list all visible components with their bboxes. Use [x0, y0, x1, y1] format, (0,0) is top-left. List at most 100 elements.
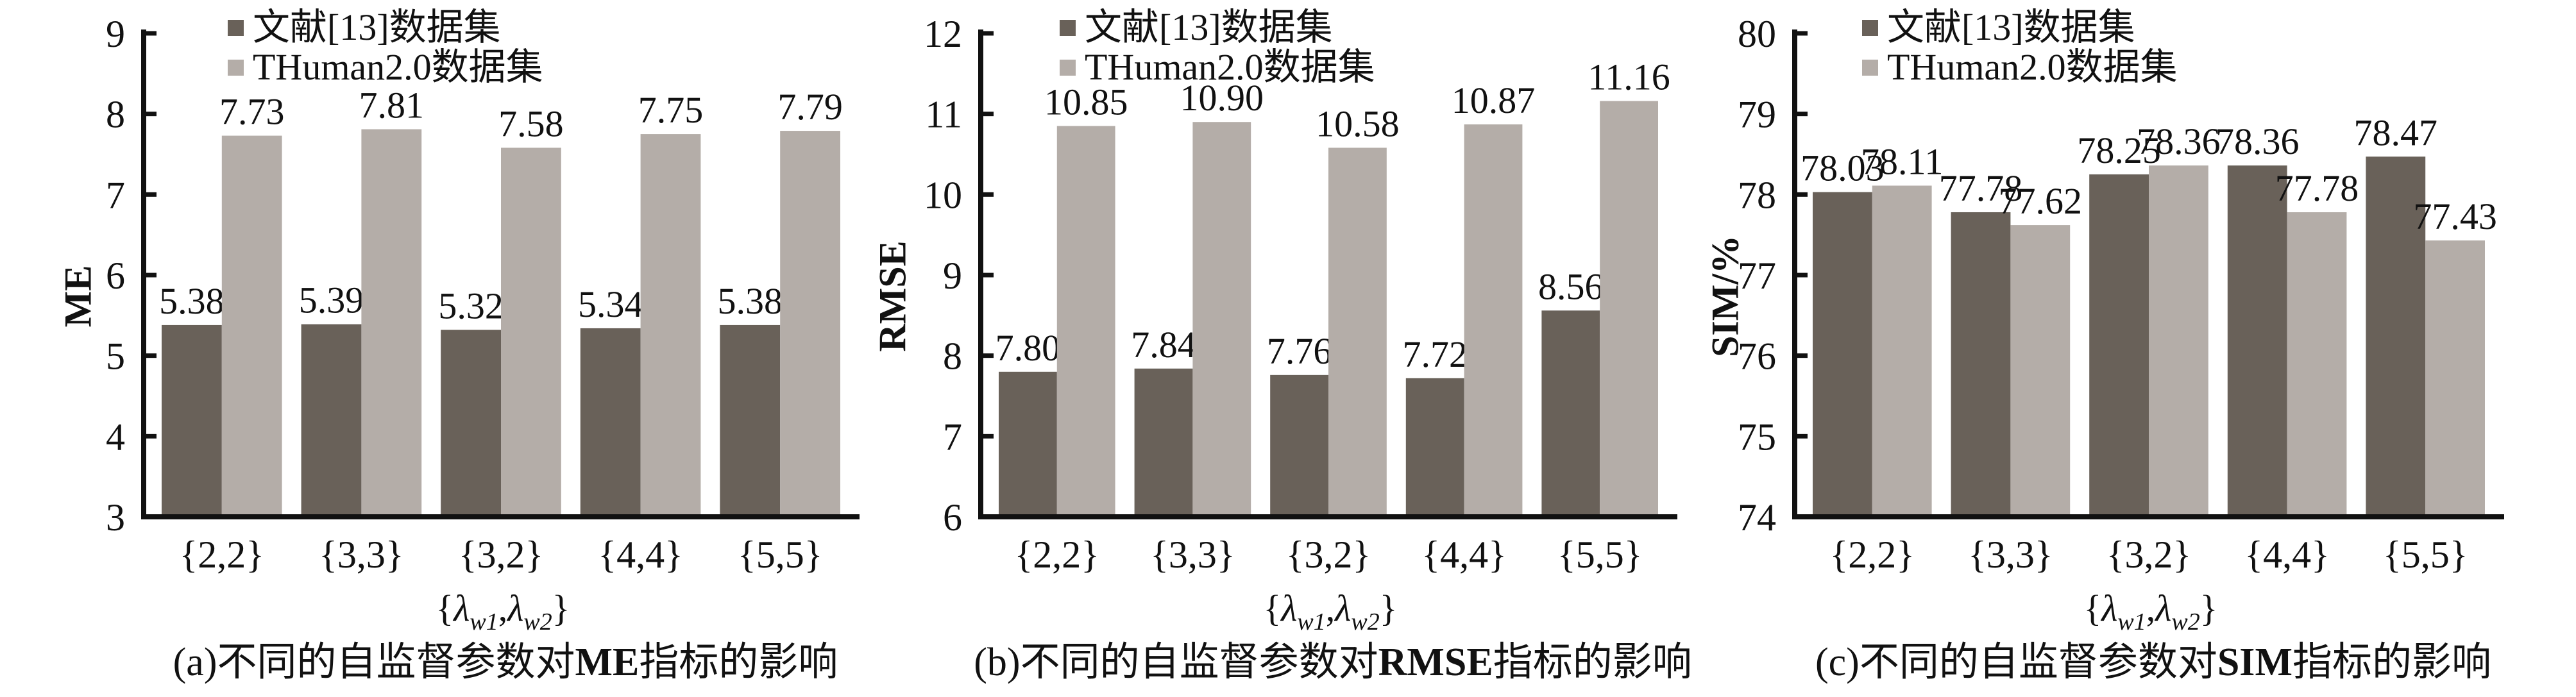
value-label: 8.56: [1538, 265, 1604, 307]
y-axis-line: [1792, 29, 1797, 519]
x-axis-label-subscript: w1: [1297, 609, 1325, 635]
category-label: {3,3}: [1150, 533, 1235, 576]
y-tick-label: 3: [106, 496, 125, 539]
value-label: 78.03: [1801, 147, 1885, 189]
y-tick: [1797, 514, 1808, 519]
y-tick-label: 9: [106, 13, 125, 55]
value-label: 5.39: [299, 280, 364, 321]
caption-c: (c)不同的自监督参数对SIM指标的影响: [1815, 641, 2491, 684]
y-axis-title-a: ME: [56, 265, 99, 328]
y-tick: [1797, 31, 1808, 36]
value-label: 10.58: [1316, 103, 1400, 144]
y-tick: [146, 433, 157, 439]
x-axis-label-part: {: [1263, 587, 1281, 629]
legend-swatch-dark: [228, 19, 244, 36]
x-axis-label-subscript: w2: [1351, 609, 1379, 635]
value-label: 10.85: [1044, 81, 1128, 123]
chart-canvas-a: 3 4 5 6 7 8 9 5.38 7.73 {2,2} 5.39 7.81 {3,3} 5.32 7.5…: [106, 13, 860, 635]
bar-dataset2: [640, 134, 701, 515]
category-label: {4,4}: [1421, 533, 1507, 576]
y-tick-label: 6: [943, 496, 962, 539]
chart-canvas-c: 7475767778798078.0378.11{2,2}77.7877.62{…: [1738, 13, 2504, 635]
y-tick-label: 74: [1738, 496, 1776, 539]
value-label: 7.76: [1267, 330, 1332, 372]
value-label: 77.43: [2413, 196, 2497, 237]
bar-dataset1: [1405, 378, 1464, 514]
x-axis-label-part: ,: [1326, 587, 1335, 629]
x-axis-label-subscript: w2: [2171, 609, 2199, 635]
caption-b-pre: (b)不同的自监督参数对: [974, 641, 1378, 684]
chart-canvas-b: 6 7 8 9 10 11 12 7.80 10.85 {2,2} 7.84 10.90 {3,3} 7.…: [924, 13, 1677, 635]
y-tick: [1797, 273, 1808, 278]
legend-swatch-dark: [1060, 19, 1076, 36]
legend-c: 文献[13]数据集 THuman2.0数据集: [1862, 8, 2178, 87]
bar-dataset2: [361, 129, 422, 514]
x-axis-label-part: ,: [2146, 587, 2156, 629]
category-label: {5,5}: [2383, 533, 2468, 576]
y-tick: [983, 514, 994, 519]
x-axis-label-part: ,: [498, 587, 508, 629]
caption-c-post: 指标的影响: [2292, 641, 2491, 684]
x-axis-label-part: λ: [452, 587, 470, 629]
y-axis-title-c: SIM/%: [1704, 235, 1747, 358]
caption-b-post: 指标的影响: [1493, 641, 1692, 684]
y-tick: [146, 514, 157, 519]
y-tick-label: 7: [943, 416, 962, 458]
bar-dataset2: [1872, 185, 1932, 514]
y-tick: [146, 353, 157, 358]
legend-swatch-light: [1862, 59, 1878, 76]
bar-dataset1: [1270, 374, 1328, 514]
legend-label-dataset1: 文献[13]数据集: [253, 6, 501, 48]
value-label: 77.78: [2275, 167, 2359, 209]
legend-swatch-light: [1060, 59, 1076, 76]
category-label: {3,2}: [2106, 533, 2192, 576]
y-tick-label: 8: [106, 94, 125, 136]
category-label: {3,2}: [459, 533, 544, 576]
x-axis-line: [141, 514, 860, 519]
value-label: 78.47: [2354, 112, 2438, 153]
bar-dataset1: [720, 324, 781, 514]
bar-dataset2: [1056, 126, 1115, 514]
legend-swatch-light: [228, 59, 244, 76]
y-tick-label: 6: [106, 255, 125, 297]
x-axis-label-part: λ: [1280, 587, 1297, 629]
category-label: {4,4}: [598, 533, 683, 576]
x-axis-label-part: }: [1380, 587, 1398, 629]
legend-item-dataset1: 文献[13]数据集: [1060, 8, 1375, 47]
y-tick: [983, 273, 994, 278]
category-label: {5,5}: [738, 533, 823, 576]
bar-dataset2: [2149, 165, 2208, 514]
y-tick-label: 78: [1738, 174, 1776, 216]
y-tick: [1797, 433, 1808, 439]
figure-panel-a: 3 4 5 6 7 8 9 5.38 7.73 {2,2} 5.39 7.81 {3,3} 5.32 7.5…: [0, 0, 860, 697]
value-label: 11.16: [1588, 56, 1670, 98]
category-label: {3,2}: [1286, 533, 1371, 576]
y-axis-line: [978, 29, 983, 519]
y-tick: [146, 192, 157, 197]
x-axis-line: [1792, 514, 2504, 519]
caption-a: (a)不同的自监督参数对ME指标的影响: [173, 641, 838, 684]
x-axis-label-subscript: w2: [523, 609, 552, 635]
legend-label-dataset2: THuman2.0数据集: [1887, 46, 2178, 88]
value-label: 7.84: [1131, 324, 1196, 365]
value-label: 5.32: [438, 285, 504, 326]
value-label: 10.90: [1180, 77, 1264, 119]
bar-dataset2: [221, 135, 282, 514]
bar-dataset1: [441, 330, 501, 514]
category-label: {2,2}: [179, 533, 264, 576]
value-label: 5.38: [159, 280, 225, 322]
bar-dataset2: [1600, 101, 1658, 514]
value-label: 10.87: [1452, 80, 1536, 121]
y-tick-label: 12: [924, 13, 962, 55]
legend-item-dataset2: THuman2.0数据集: [1862, 47, 2178, 87]
bar-dataset1: [301, 324, 362, 514]
caption-b-metric: RMSE: [1378, 641, 1493, 684]
value-label: 78.11: [1861, 141, 1943, 183]
bar-dataset2: [2010, 225, 2071, 514]
value-label: 7.79: [777, 86, 843, 128]
x-axis-label-part: {: [2083, 587, 2101, 629]
bar-dataset1: [2366, 156, 2426, 514]
caption-a-metric: ME: [575, 641, 640, 684]
y-tick: [983, 31, 994, 36]
bar-dataset1: [1134, 368, 1193, 514]
